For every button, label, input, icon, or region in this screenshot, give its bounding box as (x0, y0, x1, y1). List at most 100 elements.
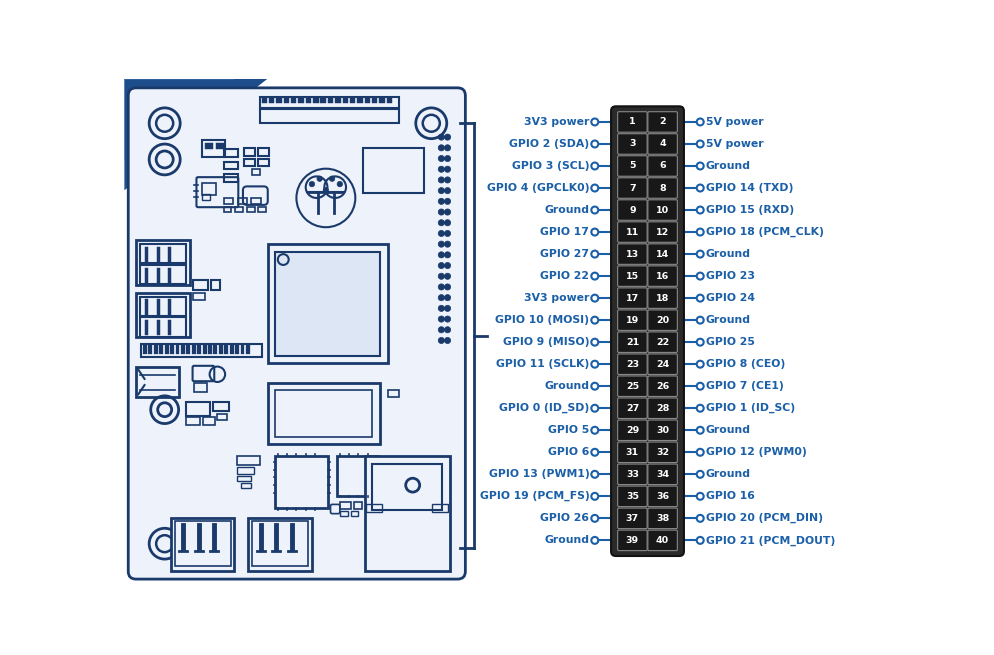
Circle shape (444, 327, 450, 333)
Bar (237, 476, 250, 481)
Text: 5: 5 (628, 162, 635, 170)
Circle shape (444, 241, 450, 247)
Text: GPIO 23: GPIO 23 (705, 271, 753, 281)
Bar (252, 521, 308, 566)
Circle shape (444, 155, 450, 162)
Bar (224, 174, 238, 182)
Bar (335, 97, 340, 103)
Bar (186, 402, 210, 416)
Text: 21: 21 (625, 338, 638, 346)
Circle shape (696, 537, 703, 544)
Circle shape (696, 185, 703, 191)
Circle shape (696, 405, 703, 412)
Bar (290, 97, 296, 103)
Bar (251, 198, 260, 204)
FancyBboxPatch shape (647, 354, 677, 375)
Text: GPIO 13 (PWM1): GPIO 13 (PWM1) (488, 469, 588, 479)
Bar (141, 345, 261, 356)
Text: GPIO 18 (PCM_CLK): GPIO 18 (PCM_CLK) (705, 227, 823, 237)
FancyBboxPatch shape (647, 332, 677, 352)
Text: Ground: Ground (705, 469, 749, 479)
Bar (186, 345, 190, 354)
Circle shape (437, 295, 444, 301)
Bar (217, 413, 227, 420)
Text: GPIO 3 (SCL): GPIO 3 (SCL) (511, 161, 588, 171)
Circle shape (444, 187, 450, 194)
FancyBboxPatch shape (610, 106, 683, 556)
FancyBboxPatch shape (647, 530, 677, 551)
Circle shape (590, 471, 597, 477)
Bar (258, 159, 269, 166)
Bar (342, 97, 348, 103)
Circle shape (444, 295, 450, 301)
FancyBboxPatch shape (647, 310, 677, 330)
Circle shape (437, 273, 444, 279)
Bar (267, 383, 380, 444)
Circle shape (590, 185, 597, 191)
FancyBboxPatch shape (647, 200, 677, 220)
Text: GPIO 20 (PCM_DIN): GPIO 20 (PCM_DIN) (705, 514, 822, 523)
Circle shape (437, 134, 444, 140)
FancyBboxPatch shape (617, 420, 646, 441)
Bar (224, 207, 231, 212)
Text: 28: 28 (655, 403, 669, 413)
FancyBboxPatch shape (617, 288, 646, 309)
Bar (268, 97, 274, 103)
FancyBboxPatch shape (617, 266, 646, 286)
Text: GPIO 15 (RXD): GPIO 15 (RXD) (705, 205, 793, 215)
Bar (259, 97, 400, 108)
Text: 14: 14 (655, 250, 669, 259)
Text: 32: 32 (655, 448, 669, 457)
Text: GPIO 9 (MISO): GPIO 9 (MISO) (502, 337, 588, 347)
Text: 11: 11 (625, 227, 638, 236)
Circle shape (444, 273, 450, 279)
Text: GPIO 22: GPIO 22 (540, 271, 588, 281)
Text: GPIO 26: GPIO 26 (540, 514, 588, 523)
Bar (357, 97, 363, 103)
Circle shape (444, 177, 450, 183)
Bar (372, 464, 441, 510)
Text: 16: 16 (655, 272, 669, 280)
Bar (252, 170, 259, 175)
Circle shape (437, 337, 444, 344)
Text: 27: 27 (625, 403, 638, 413)
Circle shape (329, 176, 334, 181)
Circle shape (437, 305, 444, 311)
Circle shape (437, 219, 444, 226)
Bar (202, 183, 216, 195)
Bar (337, 456, 378, 496)
Bar (208, 345, 212, 354)
Circle shape (437, 263, 444, 269)
Text: 30: 30 (655, 426, 668, 435)
Circle shape (444, 145, 450, 151)
FancyBboxPatch shape (617, 156, 646, 176)
Text: Ground: Ground (544, 205, 588, 215)
FancyBboxPatch shape (617, 112, 646, 132)
Text: 4: 4 (659, 140, 665, 149)
Circle shape (437, 231, 444, 236)
Circle shape (437, 316, 444, 322)
Text: GPIO 10 (MOSI): GPIO 10 (MOSI) (495, 315, 588, 325)
Bar (140, 244, 186, 263)
Circle shape (337, 181, 342, 187)
Circle shape (696, 383, 703, 390)
Circle shape (696, 229, 703, 236)
Text: 26: 26 (655, 382, 669, 391)
Bar (259, 109, 400, 123)
Bar (224, 149, 238, 157)
Bar (313, 97, 318, 103)
Text: 3: 3 (628, 140, 635, 149)
Text: GPIO 21 (PCM_DOUT): GPIO 21 (PCM_DOUT) (705, 535, 834, 546)
Bar (202, 140, 225, 157)
FancyBboxPatch shape (647, 222, 677, 242)
Text: Ground: Ground (705, 161, 749, 171)
Bar (136, 367, 179, 397)
Bar (202, 194, 210, 200)
FancyBboxPatch shape (617, 376, 646, 396)
Circle shape (444, 337, 450, 344)
Circle shape (444, 316, 450, 322)
Bar (214, 402, 229, 411)
Bar (237, 468, 253, 474)
Bar (140, 265, 186, 284)
Bar (245, 148, 255, 156)
